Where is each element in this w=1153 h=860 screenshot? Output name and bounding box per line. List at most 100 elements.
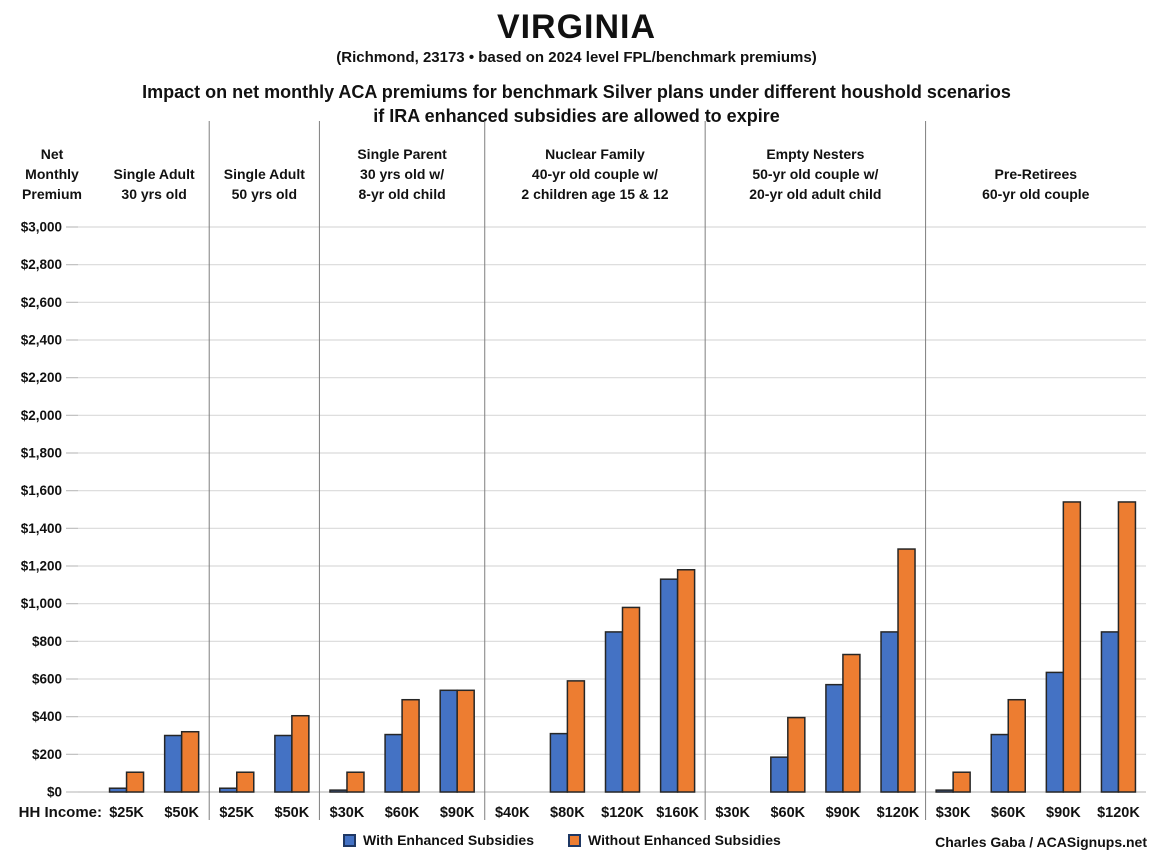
bar [456, 689, 475, 793]
x-tick-label: $60K [770, 805, 805, 821]
bar [880, 631, 899, 793]
bar [952, 771, 971, 793]
y-tick-label: $1,600 [21, 483, 62, 498]
bar [770, 756, 789, 793]
y-axis-label: Premium [22, 186, 82, 202]
panel-header: 30 yrs old w/ [360, 166, 444, 182]
bar [990, 733, 1009, 793]
panel-header: Pre-Retirees [995, 166, 1078, 182]
panel-header: 40-yr old couple w/ [532, 166, 658, 182]
y-axis-label: Net [41, 146, 64, 162]
y-tick-label: $1,800 [21, 446, 62, 461]
x-axis-label: HH Income: [19, 804, 102, 821]
legend-item-with-subsidies: With Enhanced Subsidies [343, 832, 534, 848]
bar [1045, 671, 1065, 793]
y-tick-label: $1,000 [21, 596, 62, 611]
legend-label: With Enhanced Subsidies [363, 832, 535, 848]
x-tick-label: $50K [164, 805, 199, 821]
bar [1007, 698, 1026, 793]
y-tick-label: $2,600 [21, 295, 62, 310]
x-tick-label: $30K [330, 805, 365, 821]
x-tick-label: $120K [1097, 805, 1140, 821]
y-axis-label: Monthly [25, 166, 79, 182]
y-tick-label: $400 [32, 709, 62, 724]
x-tick-label: $90K [826, 805, 861, 821]
bar [274, 734, 293, 793]
y-tick-label: $200 [32, 747, 62, 762]
bar [329, 789, 348, 793]
x-tick-label: $30K [936, 805, 971, 821]
x-tick-label: $80K [550, 805, 585, 821]
chart-subtitle: (Richmond, 23173 • based on 2024 level F… [336, 49, 817, 66]
y-tick-label: $1,400 [21, 521, 62, 536]
bar [842, 653, 861, 793]
panel-header: 50-yr old couple w/ [752, 166, 878, 182]
bar [604, 631, 624, 793]
x-tick-label: $30K [715, 805, 750, 821]
x-tick-label: $50K [275, 805, 310, 821]
y-tick-label: $2,400 [21, 333, 62, 348]
bar [346, 771, 365, 793]
panel-header: 2 children age 15 & 12 [521, 186, 668, 202]
bar [621, 606, 641, 793]
legend-label: Without Enhanced Subsidies [588, 832, 781, 848]
panel-header: 30 yrs old [121, 186, 186, 202]
panel-header: 20-yr old adult child [749, 186, 881, 202]
x-tick-label: $40K [495, 805, 530, 821]
bar [1062, 501, 1082, 793]
legend-item-without-subsidies: Without Enhanced Subsidies [568, 832, 781, 848]
bar [787, 716, 806, 793]
x-tick-label: $25K [219, 805, 254, 821]
bar [236, 771, 255, 793]
panel-header: Nuclear Family [545, 146, 645, 162]
bar [125, 771, 145, 793]
bar [825, 683, 844, 793]
bar [163, 734, 183, 793]
chart-heading-line1: Impact on net monthly ACA premiums for b… [142, 82, 1011, 102]
legend-swatch-blue-icon [343, 833, 356, 847]
panel-header: 60-yr old couple [982, 186, 1090, 202]
panel-header: Single Adult [224, 166, 305, 182]
panel-header: 8-yr old child [359, 186, 446, 202]
chart-title: VIRGINIA [496, 8, 657, 46]
bar [1100, 631, 1120, 793]
bar [566, 680, 586, 793]
bar [401, 698, 420, 793]
y-tick-label: $800 [32, 634, 62, 649]
panel-header: Single Parent [357, 146, 447, 162]
x-tick-label: $60K [991, 805, 1026, 821]
bar [291, 714, 310, 793]
bar [549, 732, 569, 793]
x-tick-label: $120K [877, 805, 920, 821]
x-tick-label: $160K [656, 805, 699, 821]
x-tick-label: $60K [385, 805, 420, 821]
x-tick-label: $25K [109, 805, 144, 821]
y-tick-label: $1,200 [21, 559, 62, 574]
bar [439, 689, 458, 793]
bar [1117, 501, 1137, 793]
bar [676, 569, 696, 793]
chart-credit: Charles Gaba / ACASignups.net [935, 834, 1147, 850]
y-tick-label: $2,800 [21, 257, 62, 272]
bar [219, 787, 238, 793]
y-tick-label: $600 [32, 672, 62, 687]
legend-swatch-orange-icon [568, 833, 582, 847]
bar [935, 789, 954, 793]
y-tick-label: $2,000 [21, 408, 62, 423]
bar [108, 787, 128, 793]
y-tick-label: $3,000 [21, 220, 62, 235]
x-tick-label: $90K [1046, 805, 1081, 821]
bar [897, 548, 916, 793]
panel-header: Single Adult [114, 166, 195, 182]
chart-heading: Impact on net monthly ACA premiums for b… [0, 80, 1153, 128]
y-tick-label: $2,200 [21, 370, 62, 385]
y-tick-label: $0 [47, 785, 62, 800]
bar [384, 733, 403, 793]
bar [180, 730, 200, 793]
panel-header: Empty Nesters [766, 146, 864, 162]
x-tick-label: $90K [440, 805, 475, 821]
chart-legend: With Enhanced Subsidies Without Enhanced… [343, 832, 781, 848]
panel-header: 50 yrs old [232, 186, 297, 202]
